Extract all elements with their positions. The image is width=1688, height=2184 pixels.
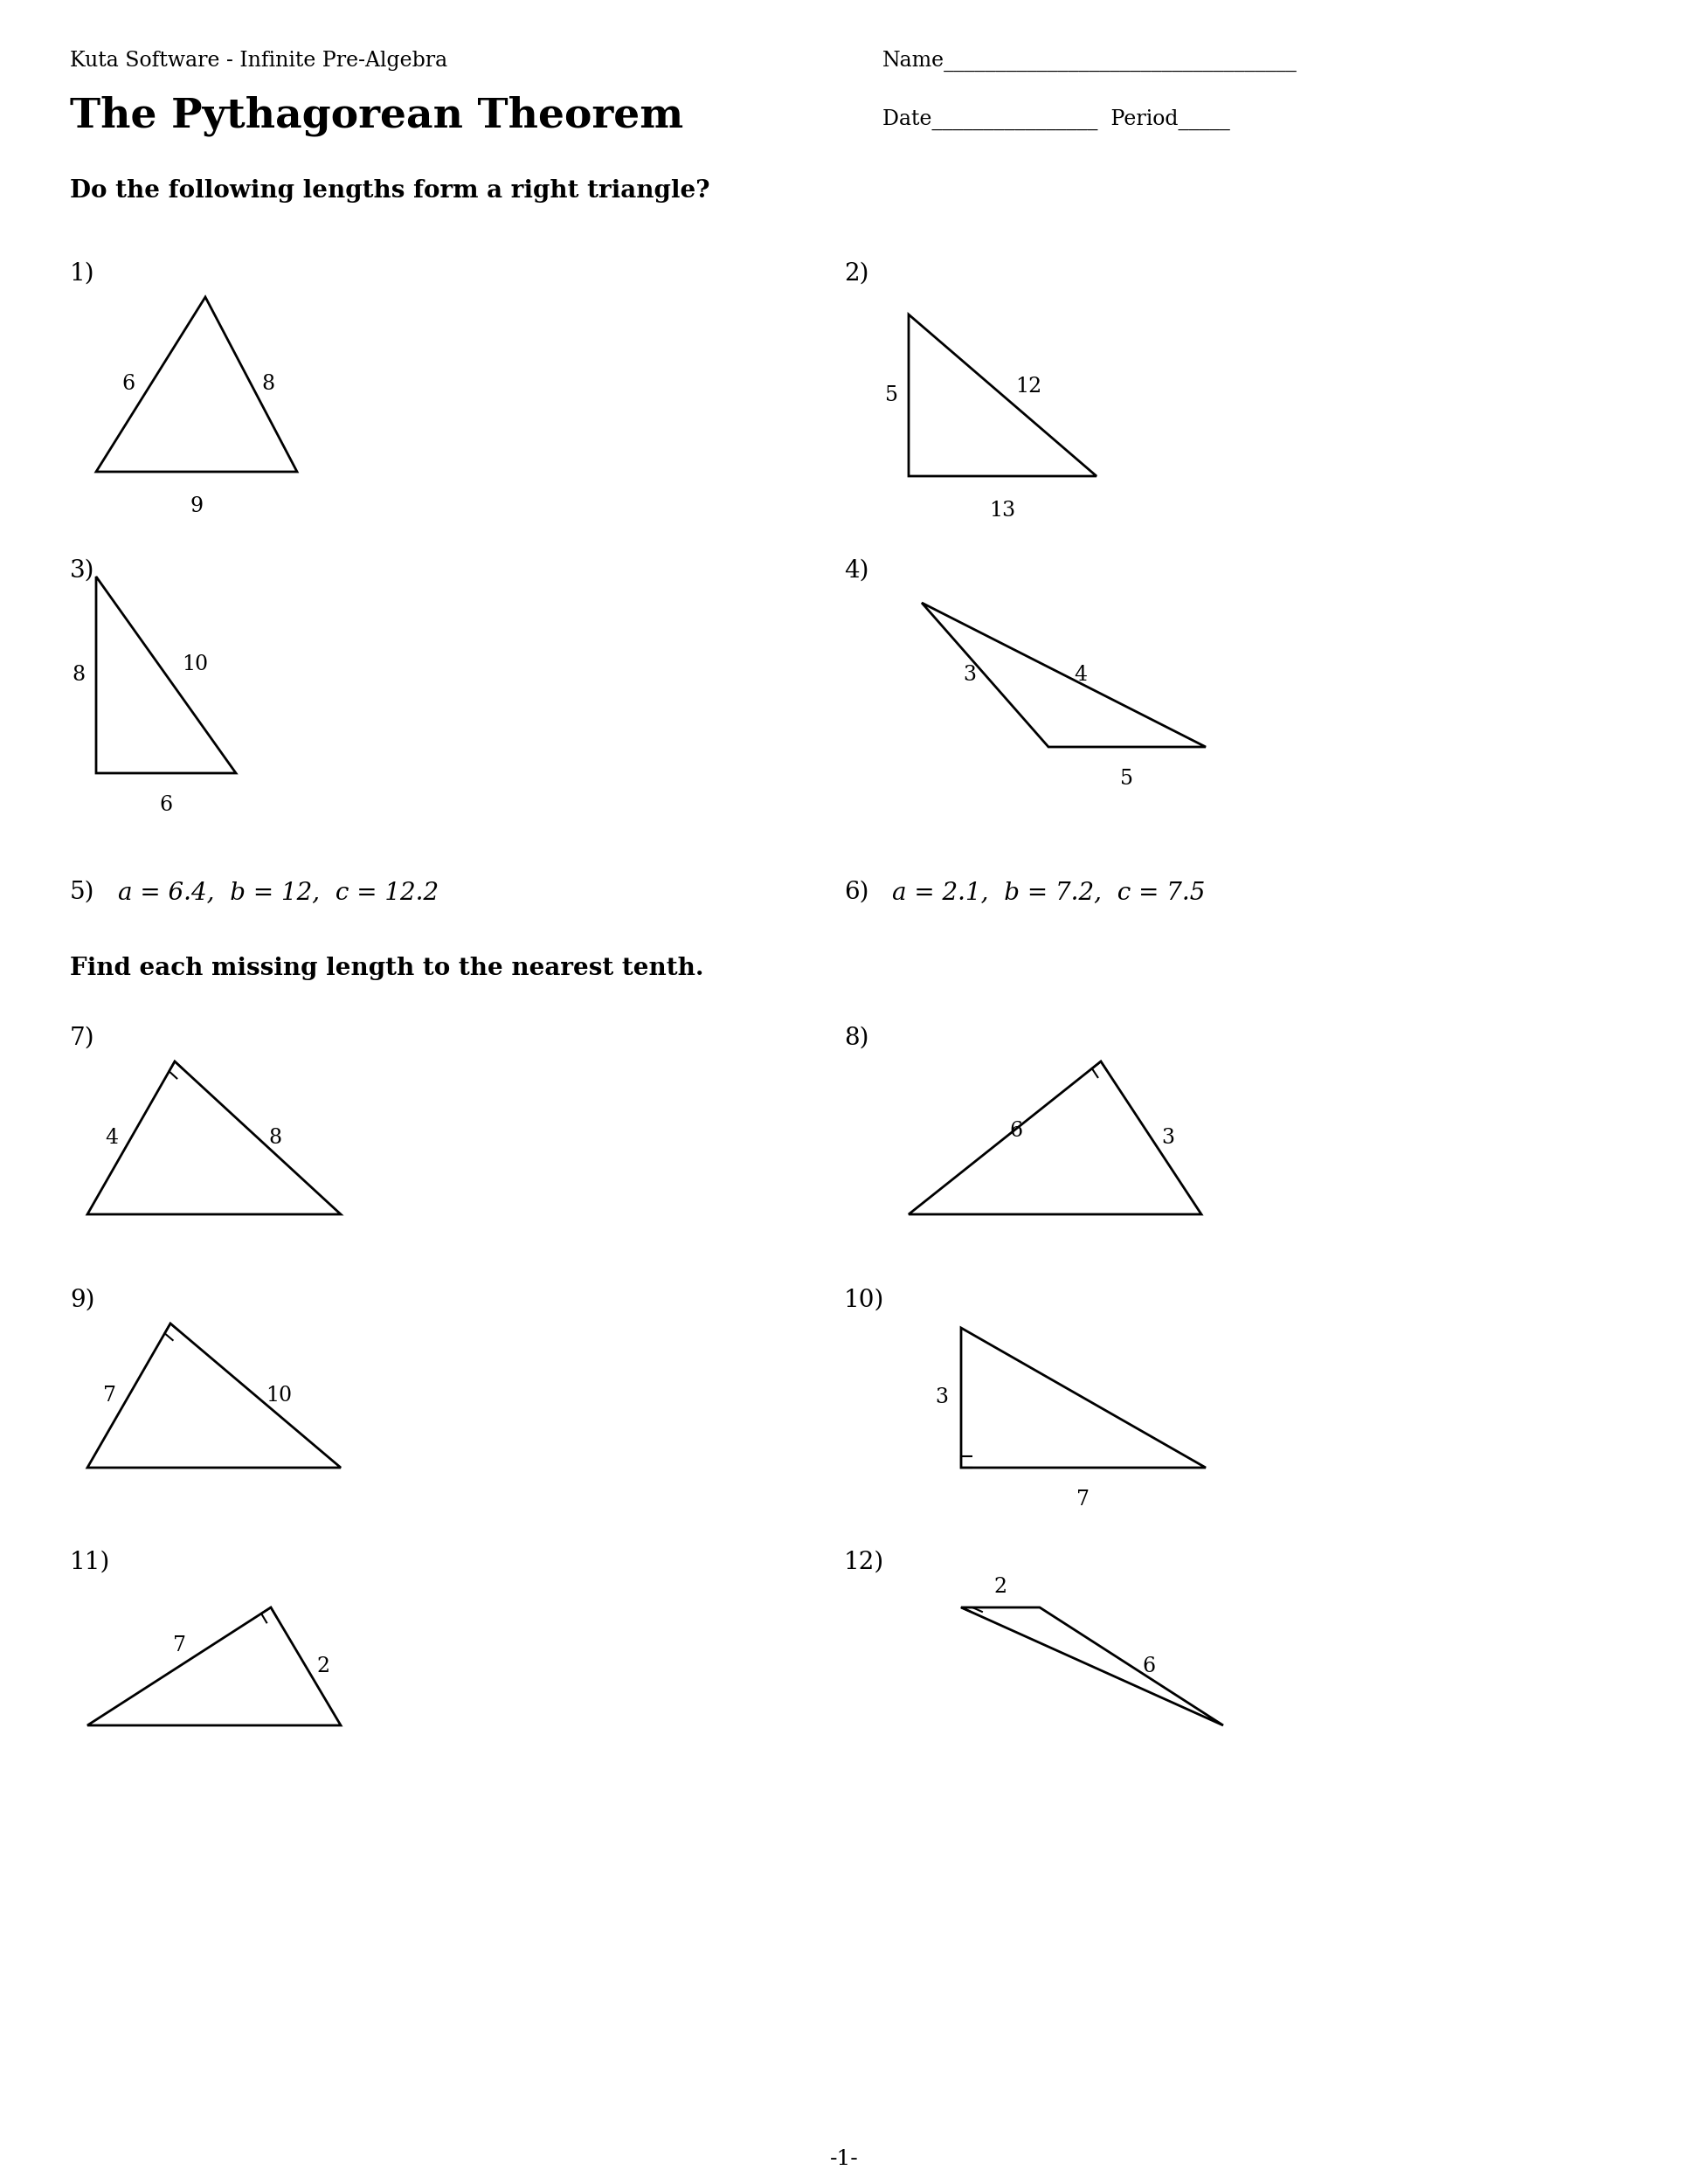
Text: Name__________________________________: Name__________________________________: [883, 50, 1298, 72]
Text: 3): 3): [69, 559, 95, 583]
Text: 10): 10): [844, 1289, 885, 1313]
Text: a = 2.1,  b = 7.2,  c = 7.5: a = 2.1, b = 7.2, c = 7.5: [891, 880, 1205, 904]
Text: 7: 7: [103, 1385, 116, 1406]
Text: 10: 10: [182, 655, 208, 675]
Text: 6: 6: [122, 373, 135, 395]
Text: 9): 9): [69, 1289, 95, 1313]
Text: 9: 9: [191, 496, 203, 515]
Text: 7: 7: [1077, 1489, 1090, 1509]
Text: 1): 1): [69, 262, 95, 286]
Text: 4: 4: [105, 1127, 118, 1149]
Text: 2): 2): [844, 262, 869, 286]
Text: 4: 4: [1074, 664, 1087, 686]
Text: 7: 7: [172, 1636, 186, 1655]
Text: Find each missing length to the nearest tenth.: Find each missing length to the nearest …: [69, 957, 704, 981]
Text: Date________________  Period_____: Date________________ Period_____: [883, 109, 1231, 131]
Text: 6): 6): [844, 880, 869, 904]
Text: 2: 2: [994, 1577, 1008, 1597]
Text: 8): 8): [844, 1026, 869, 1051]
Text: 2: 2: [316, 1655, 329, 1677]
Text: Kuta Software - Infinite Pre-Algebra: Kuta Software - Infinite Pre-Algebra: [69, 50, 447, 70]
Text: 8: 8: [262, 373, 275, 395]
Text: 5: 5: [1121, 769, 1134, 788]
Text: 7): 7): [69, 1026, 95, 1051]
Text: a = 6.4,  b = 12,  c = 12.2: a = 6.4, b = 12, c = 12.2: [118, 880, 439, 904]
Text: 12: 12: [1016, 376, 1041, 397]
Text: Do the following lengths form a right triangle?: Do the following lengths form a right tr…: [69, 179, 711, 203]
Text: 5): 5): [69, 880, 95, 904]
Text: 6: 6: [159, 795, 172, 815]
Text: 8: 8: [73, 664, 86, 686]
Text: 6: 6: [1009, 1120, 1023, 1140]
Text: 3: 3: [964, 664, 976, 686]
Text: 4): 4): [844, 559, 869, 583]
Text: -1-: -1-: [830, 2149, 858, 2169]
Text: 12): 12): [844, 1551, 885, 1575]
Text: 6: 6: [1143, 1655, 1155, 1677]
Text: 5: 5: [885, 384, 898, 406]
Text: The Pythagorean Theorem: The Pythagorean Theorem: [69, 96, 684, 138]
Text: 11): 11): [69, 1551, 110, 1575]
Text: 8: 8: [268, 1127, 282, 1149]
Text: 3: 3: [935, 1387, 949, 1409]
Text: 13: 13: [989, 500, 1016, 520]
Text: 10: 10: [267, 1385, 292, 1406]
Text: 3: 3: [1161, 1127, 1175, 1149]
